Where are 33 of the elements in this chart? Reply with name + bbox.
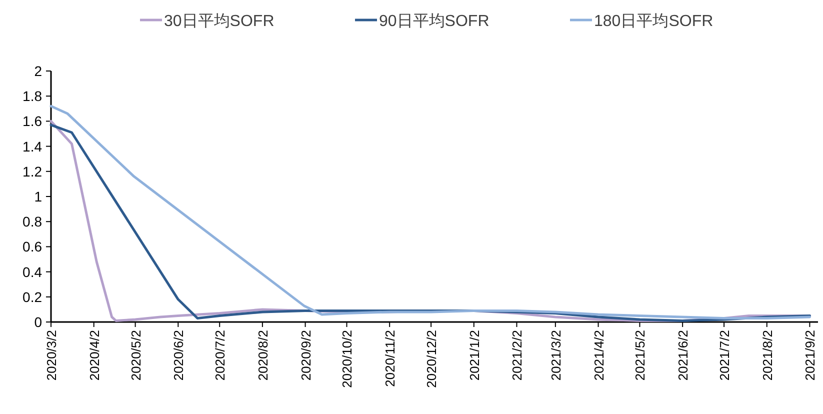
x-tick-label: 2021/4/2 bbox=[591, 330, 606, 381]
y-tick-label: 1.4 bbox=[22, 138, 42, 154]
y-tick-label: 0.6 bbox=[22, 238, 42, 255]
x-tick-label: 2021/5/2 bbox=[632, 330, 648, 381]
y-tick-label: 1.6 bbox=[22, 113, 42, 130]
x-tick-label: 2021/8/2 bbox=[760, 330, 775, 381]
x-tick-label: 2021/1/2 bbox=[466, 330, 482, 381]
x-tick-label: 2020/4/2 bbox=[86, 330, 102, 381]
y-tick-label: 0 bbox=[34, 314, 42, 330]
x-tick-label: 2020/3/2 bbox=[44, 330, 59, 381]
x-tick-label: 2020/12/2 bbox=[424, 330, 440, 388]
y-tick-label: 0.4 bbox=[22, 264, 42, 280]
y-tick-label: 1 bbox=[34, 188, 42, 204]
y-tick-label: 0.2 bbox=[22, 288, 42, 305]
x-tick-label: 2020/5/2 bbox=[128, 330, 144, 381]
legend-label: 180日平均SOFR bbox=[594, 13, 714, 30]
x-tick-label: 2021/2/2 bbox=[510, 330, 525, 381]
x-tick-label: 2020/7/2 bbox=[212, 330, 228, 381]
x-tick-label: 2021/6/2 bbox=[676, 330, 691, 381]
y-tick-label: 0.8 bbox=[22, 214, 42, 230]
y-tick-label: 1.8 bbox=[22, 88, 42, 104]
y-tick-label: 1.2 bbox=[22, 163, 42, 180]
legend-label: 30日平均SOFR bbox=[164, 13, 274, 30]
legend-label: 90日平均SOFR bbox=[379, 13, 490, 30]
x-tick-label: 2020/9/2 bbox=[298, 330, 314, 381]
x-tick-label: 2021/3/2 bbox=[548, 330, 564, 381]
x-tick-label: 2020/10/2 bbox=[340, 330, 355, 388]
x-tick-label: 2020/11/2 bbox=[382, 330, 398, 387]
x-tick-label: 2021/7/2 bbox=[717, 330, 732, 381]
x-tick-label: 2020/6/2 bbox=[171, 330, 186, 381]
y-tick-label: 2 bbox=[34, 63, 42, 79]
x-tick-label: 2021/9/2 bbox=[802, 330, 818, 381]
x-tick-label: 2020/8/2 bbox=[255, 330, 270, 381]
